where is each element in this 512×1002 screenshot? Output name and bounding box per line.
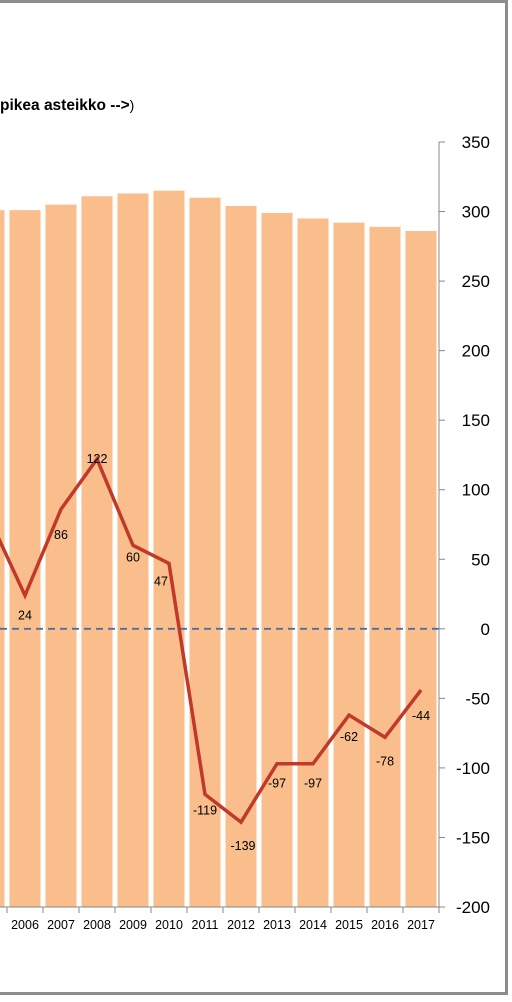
data-label-2006: 24 [18,608,32,622]
data-label-2010: 47 [154,574,168,588]
bar-2017 [405,231,437,907]
x-tick-label-2012: 2012 [227,918,255,932]
y-tick-label: 200 [462,342,490,361]
bar-2016 [369,226,401,907]
x-tick-label-2008: 2008 [83,918,111,932]
x-tick-label-2013: 2013 [263,918,291,932]
bar-2007 [45,204,77,907]
y-tick-label: 300 [462,203,490,222]
data-label-2015: -62 [340,730,358,744]
chart-title-suffix: ) [129,97,135,113]
y-axis: 350 300 250 200 150 100 50 0 -50 -100 -150 -200 [438,133,490,917]
y-tick-label: 50 [471,550,490,569]
data-label-2016: -78 [376,754,394,768]
y-tick-label: 0 [481,620,490,639]
x-tick-label-2014: 2014 [299,918,327,932]
bar-2014 [297,218,329,907]
data-label-2007: 86 [54,528,68,542]
y-tick-label: -100 [456,759,490,778]
data-label-2008: 122 [87,452,108,466]
y-tick-label: 150 [462,411,490,430]
x-tick-label-2016: 2016 [371,918,399,932]
chart-title: pikea asteikko -->) [0,97,134,115]
x-tick-label-2015: 2015 [335,918,363,932]
data-label-2014: -97 [304,777,322,791]
y-tick-label: 250 [462,272,490,291]
x-tick-label-2011: 2011 [192,918,219,932]
data-label-2013: -97 [268,777,286,791]
bar-2013 [261,212,293,907]
x-tick-label-2017: 2017 [407,918,435,932]
bar-2012 [225,205,257,907]
bar-2010 [153,190,185,907]
x-tick-label-2007: 2007 [47,918,75,932]
data-labels: 24 86 122 60 47 -119 -139 -97 -97 -62 -78 -44 [18,452,430,853]
x-tick-label-2009: 2009 [119,918,147,932]
data-label-2017: -44 [412,709,430,723]
y-tick-label: -150 [456,828,490,847]
bar-2008 [81,196,113,907]
bar-2005 [0,210,5,907]
y-tick-label: -50 [465,689,490,708]
bar-2015 [333,222,365,907]
chart-title-text: pikea asteikko --> [0,97,130,114]
data-label-2011: -119 [193,803,217,817]
data-label-2009: 60 [126,550,140,564]
line-series [0,455,423,825]
data-label-2012: -139 [230,839,255,853]
line-path [0,455,423,825]
bar-series [0,190,437,908]
bar-2006 [9,210,41,907]
y-tick-label: 100 [462,481,490,500]
x-tick-label-2010: 2010 [155,918,183,932]
y-tick-label: 350 [462,133,490,152]
x-axis: 5200620072008200920102011201220132014201… [0,906,440,932]
y-tick-label: -200 [456,898,490,917]
x-tick-label-2006: 2006 [11,918,39,932]
